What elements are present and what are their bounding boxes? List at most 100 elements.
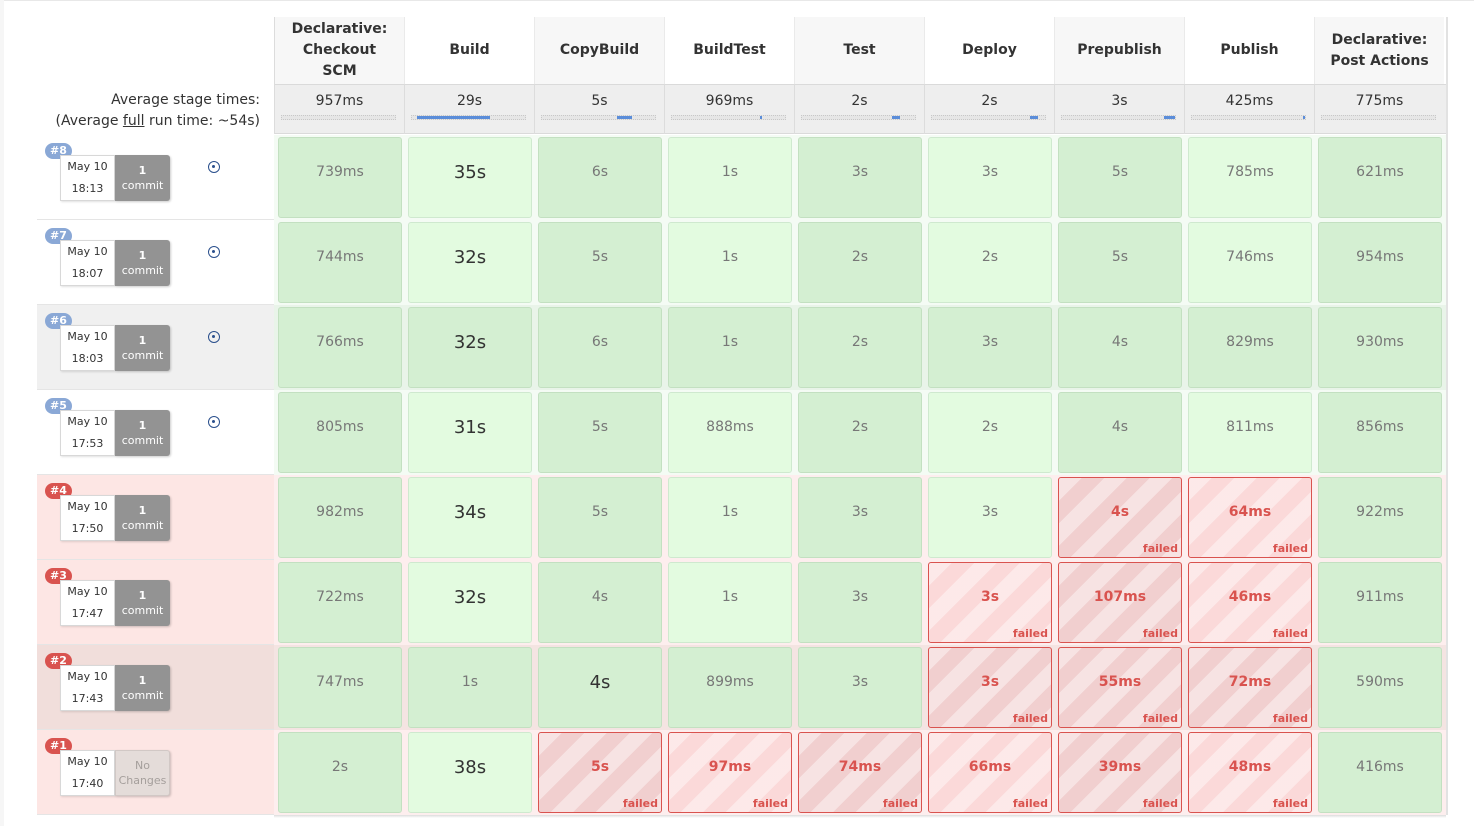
info-circle-icon[interactable] bbox=[208, 416, 220, 428]
stage-cell-buildtest[interactable]: 1s bbox=[668, 477, 792, 558]
stage-cell-declarative-post-actions[interactable]: 621ms bbox=[1318, 137, 1442, 218]
stage-cell-copybuild[interactable]: 6s bbox=[538, 137, 662, 218]
stage-cell-prepublish[interactable]: 5s bbox=[1058, 137, 1182, 218]
average-times-row bbox=[274, 84, 1446, 134]
stage-cell-buildtest[interactable]: 1s bbox=[668, 222, 792, 303]
failed-label: failed bbox=[752, 797, 788, 810]
stage-cell-declarative-post-actions[interactable]: 930ms bbox=[1318, 307, 1442, 388]
commit-count-button[interactable]: 1 commit bbox=[115, 240, 170, 286]
full-run-link[interactable]: full bbox=[122, 113, 145, 129]
stage-cell-declarative-checkout-scm[interactable]: 766ms bbox=[278, 307, 402, 388]
stage-cell-prepublish[interactable]: 4s failed bbox=[1058, 477, 1182, 558]
stage-cell-copybuild[interactable]: 5s bbox=[538, 392, 662, 473]
commit-count-button[interactable]: 1 commit bbox=[115, 410, 170, 456]
commit-count-button[interactable]: 1 commit bbox=[115, 665, 170, 711]
info-circle-icon[interactable] bbox=[208, 246, 220, 258]
stage-cell-buildtest[interactable]: 888ms bbox=[668, 392, 792, 473]
info-circle-icon[interactable] bbox=[208, 161, 220, 173]
stage-cell-test[interactable]: 2s bbox=[798, 392, 922, 473]
stage-cell-buildtest[interactable]: 1s bbox=[668, 562, 792, 643]
stage-cell-publish[interactable]: 48ms failed bbox=[1188, 732, 1312, 813]
stage-cell-declarative-post-actions[interactable]: 416ms bbox=[1318, 732, 1442, 813]
stage-cell-deploy[interactable]: 3s bbox=[928, 307, 1052, 388]
stage-cell-publish[interactable]: 72ms failed bbox=[1188, 647, 1312, 728]
average-time-bar bbox=[1191, 115, 1306, 120]
build-row-2[interactable]: #2 May 10 17:43 1 commit bbox=[37, 645, 275, 730]
stage-cell-prepublish[interactable]: 107ms failed bbox=[1058, 562, 1182, 643]
stage-cell-deploy[interactable]: 3s bbox=[928, 137, 1052, 218]
stage-cell-deploy[interactable]: 2s bbox=[928, 392, 1052, 473]
stage-cell-prepublish[interactable]: 5s bbox=[1058, 222, 1182, 303]
stage-cell-build[interactable]: 31s bbox=[408, 392, 532, 473]
build-row-5[interactable]: #5 May 10 17:53 1 commit bbox=[37, 390, 275, 475]
stage-cell-copybuild[interactable]: 4s bbox=[538, 647, 662, 728]
stage-duration: 766ms bbox=[316, 334, 364, 350]
stage-cell-publish[interactable]: 46ms failed bbox=[1188, 562, 1312, 643]
stage-cell-declarative-checkout-scm[interactable]: 2s bbox=[278, 732, 402, 813]
commit-count-button[interactable]: 1 commit bbox=[115, 325, 170, 371]
stage-cell-build[interactable]: 35s bbox=[408, 137, 532, 218]
stage-cell-declarative-checkout-scm[interactable]: 805ms bbox=[278, 392, 402, 473]
build-row-4[interactable]: #4 May 10 17:50 1 commit bbox=[37, 475, 275, 560]
stage-cell-test[interactable]: 3s bbox=[798, 647, 922, 728]
stage-cell-publish[interactable]: 64ms failed bbox=[1188, 477, 1312, 558]
stage-cell-declarative-post-actions[interactable]: 954ms bbox=[1318, 222, 1442, 303]
stage-cell-build[interactable]: 32s bbox=[408, 562, 532, 643]
stage-cell-build[interactable]: 34s bbox=[408, 477, 532, 558]
stage-cell-deploy[interactable]: 3s failed bbox=[928, 562, 1052, 643]
stage-cell-prepublish[interactable]: 4s bbox=[1058, 307, 1182, 388]
stage-cell-test[interactable]: 3s bbox=[798, 562, 922, 643]
stage-cell-publish[interactable]: 746ms bbox=[1188, 222, 1312, 303]
stage-cell-test[interactable]: 3s bbox=[798, 137, 922, 218]
stage-cell-prepublish[interactable]: 39ms failed bbox=[1058, 732, 1182, 813]
stage-cell-buildtest[interactable]: 1s bbox=[668, 307, 792, 388]
stage-cell-declarative-checkout-scm[interactable]: 744ms bbox=[278, 222, 402, 303]
stage-cell-buildtest[interactable]: 1s bbox=[668, 137, 792, 218]
build-row-8[interactable]: #8 May 10 18:13 1 commit bbox=[37, 135, 275, 220]
stage-cell-test[interactable]: 74ms failed bbox=[798, 732, 922, 813]
stage-cell-test[interactable]: 2s bbox=[798, 222, 922, 303]
stage-cell-copybuild[interactable]: 5s failed bbox=[538, 732, 662, 813]
stage-cell-copybuild[interactable]: 4s bbox=[538, 562, 662, 643]
stage-cell-deploy[interactable]: 3s failed bbox=[928, 647, 1052, 728]
stage-cell-declarative-post-actions[interactable]: 590ms bbox=[1318, 647, 1442, 728]
stage-cell-publish[interactable]: 829ms bbox=[1188, 307, 1312, 388]
stage-cell-build[interactable]: 32s bbox=[408, 222, 532, 303]
stage-cell-declarative-checkout-scm[interactable]: 982ms bbox=[278, 477, 402, 558]
stage-cell-prepublish[interactable]: 55ms failed bbox=[1058, 647, 1182, 728]
stage-cell-buildtest[interactable]: 899ms bbox=[668, 647, 792, 728]
info-circle-icon[interactable] bbox=[208, 331, 220, 343]
commit-count-button[interactable]: 1 commit bbox=[115, 580, 170, 626]
stage-cell-declarative-post-actions[interactable]: 922ms bbox=[1318, 477, 1442, 558]
stage-cell-declarative-checkout-scm[interactable]: 747ms bbox=[278, 647, 402, 728]
build-row-6[interactable]: #6 May 10 18:03 1 commit bbox=[37, 305, 275, 390]
stage-cell-build[interactable]: 1s bbox=[408, 647, 532, 728]
build-row-1[interactable]: #1 May 10 17:40 No Changes bbox=[37, 730, 275, 815]
build-row-7[interactable]: #7 May 10 18:07 1 commit bbox=[37, 220, 275, 305]
build-date-day: May 10 bbox=[67, 160, 108, 173]
stage-duration: 922ms bbox=[1356, 504, 1404, 520]
stage-cell-declarative-checkout-scm[interactable]: 722ms bbox=[278, 562, 402, 643]
stage-cell-buildtest[interactable]: 97ms failed bbox=[668, 732, 792, 813]
stage-cell-deploy[interactable]: 2s bbox=[928, 222, 1052, 303]
stage-cell-deploy[interactable]: 66ms failed bbox=[928, 732, 1052, 813]
stage-cell-declarative-post-actions[interactable]: 911ms bbox=[1318, 562, 1442, 643]
stage-name: Declarative: Checkout SCM bbox=[291, 21, 388, 79]
stage-cell-build[interactable]: 32s bbox=[408, 307, 532, 388]
commit-count-button[interactable]: 1 commit bbox=[115, 155, 170, 201]
stage-cell-test[interactable]: 2s bbox=[798, 307, 922, 388]
stage-cell-declarative-post-actions[interactable]: 856ms bbox=[1318, 392, 1442, 473]
stage-cell-copybuild[interactable]: 5s bbox=[538, 222, 662, 303]
stage-cell-deploy[interactable]: 3s bbox=[928, 477, 1052, 558]
stage-cell-test[interactable]: 3s bbox=[798, 477, 922, 558]
stage-cell-declarative-checkout-scm[interactable]: 739ms bbox=[278, 137, 402, 218]
build-row-3[interactable]: #3 May 10 17:47 1 commit bbox=[37, 560, 275, 645]
stage-cell-publish[interactable]: 811ms bbox=[1188, 392, 1312, 473]
stage-cell-build[interactable]: 38s bbox=[408, 732, 532, 813]
average-time-bar bbox=[671, 115, 786, 120]
stage-cell-copybuild[interactable]: 6s bbox=[538, 307, 662, 388]
stage-cell-copybuild[interactable]: 5s bbox=[538, 477, 662, 558]
stage-cell-publish[interactable]: 785ms bbox=[1188, 137, 1312, 218]
stage-cell-prepublish[interactable]: 4s bbox=[1058, 392, 1182, 473]
commit-count-button[interactable]: 1 commit bbox=[115, 495, 170, 541]
